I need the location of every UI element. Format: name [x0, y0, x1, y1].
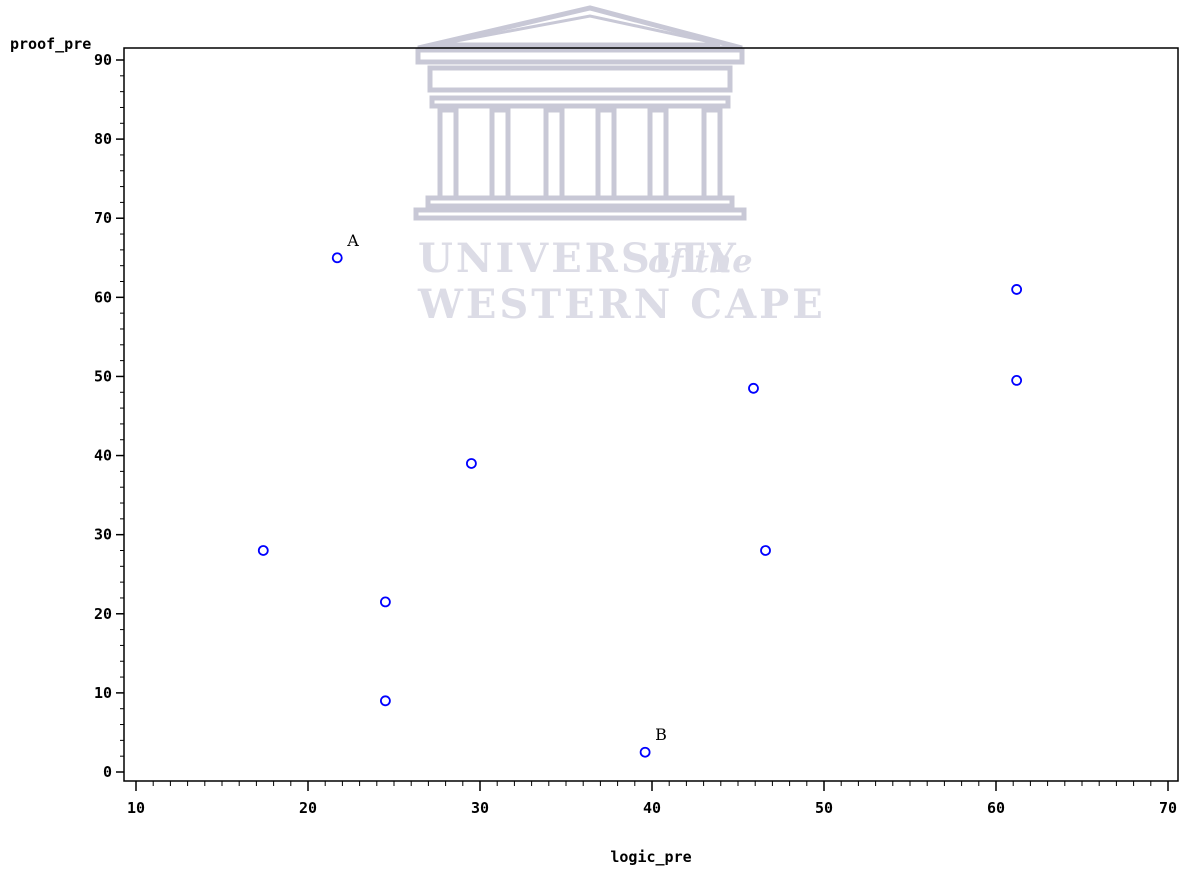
x-axis-title: logic_pre	[610, 848, 691, 866]
data-point	[748, 382, 759, 394]
data-point	[257, 545, 269, 556]
y-tick-label: 50	[94, 367, 112, 385]
data-point	[331, 252, 343, 264]
point-label: B	[655, 725, 667, 744]
y-tick-label: 70	[94, 209, 112, 227]
y-axis-title: proof_pre	[10, 35, 91, 53]
y-axis: 0 10 20 30 40 50 60 70 80 90	[94, 51, 124, 781]
y-tick-label: 0	[103, 763, 112, 781]
x-tick-label: 50	[815, 799, 833, 817]
x-tick-label: 60	[987, 799, 1005, 817]
y-tick-label: 30	[94, 526, 112, 544]
building-logo	[413, 5, 747, 221]
data-points: AB	[257, 231, 1023, 758]
x-axis: 10 20 30 40 50 60 70	[127, 781, 1177, 817]
x-tick-label: 40	[643, 799, 661, 817]
plot-frame	[123, 47, 1179, 782]
watermark-line2: WESTERN CAPE	[417, 281, 826, 328]
data-point	[639, 746, 651, 758]
data-point	[1011, 374, 1023, 386]
y-tick-label: 20	[94, 605, 112, 623]
y-tick-label: 90	[94, 51, 112, 69]
watermark-line1-italic: of the	[648, 242, 753, 280]
x-tick-label: 20	[299, 799, 317, 817]
data-point	[379, 596, 391, 608]
x-tick-label: 10	[127, 799, 145, 817]
y-tick-label: 40	[94, 447, 112, 465]
y-tick-label: 80	[94, 130, 112, 148]
data-point	[465, 458, 477, 469]
data-point	[1011, 284, 1023, 295]
x-tick-label: 70	[1159, 799, 1177, 817]
data-point	[379, 695, 391, 707]
point-label: A	[346, 231, 359, 250]
university-watermark: UNIVERSITY of the WESTERN CAPE	[413, 5, 826, 328]
watermark-line1-main: UNIVERSITY	[418, 235, 739, 282]
y-tick-label: 10	[94, 684, 112, 702]
x-tick-label: 30	[471, 799, 489, 817]
y-tick-label: 60	[94, 288, 112, 306]
data-point	[760, 545, 771, 556]
